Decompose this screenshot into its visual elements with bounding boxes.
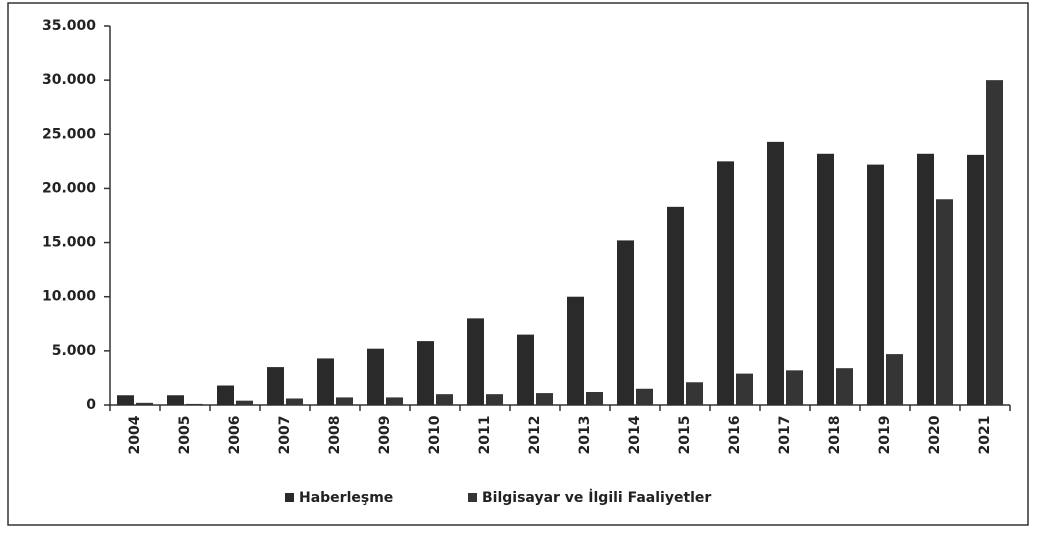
legend-swatch [285,493,294,502]
x-tick-label: 2018 [827,416,843,455]
x-tick-label: 2011 [477,416,493,455]
x-tick-label: 2017 [777,416,793,455]
y-tick-label: 35.000 [42,18,96,34]
y-tick-label: 25.000 [42,126,96,142]
bar [836,368,853,405]
bar [536,393,553,405]
bar [767,141,784,405]
bar [786,370,803,405]
bar [117,395,134,405]
bar [286,398,303,405]
bar [367,348,384,405]
bar [517,334,534,405]
y-tick-label: 5.000 [52,343,97,359]
bar [867,164,884,405]
bar [986,80,1003,406]
bar [817,153,834,405]
bar [967,154,984,405]
bar [486,394,503,405]
bar [617,240,634,405]
bar [917,153,934,405]
x-tick-label: 2012 [527,416,543,455]
y-tick-label: 30.000 [42,72,96,88]
bar [336,397,353,405]
x-tick-label: 2010 [427,415,443,454]
bar [167,395,184,405]
x-tick-label: 2021 [977,416,993,455]
bar [736,373,753,405]
bar [186,403,203,405]
x-tick-label: 2005 [177,416,193,455]
bar [886,354,903,405]
x-tick-label: 2015 [677,416,693,455]
x-tick-label: 2016 [727,416,743,455]
bar [567,296,584,405]
bar [417,341,434,405]
bar [467,318,484,405]
x-tick-label: 2013 [577,416,593,455]
bar [386,397,403,405]
bar [436,394,453,405]
bar [686,382,703,405]
x-tick-label: 2008 [327,416,343,455]
bar [936,199,953,405]
y-tick-label: 0 [86,397,96,413]
legend-label: Haberleşme [299,490,393,506]
bar [636,388,653,405]
x-tick-label: 2007 [277,416,293,455]
x-tick-label: 2004 [127,415,143,454]
legend-label: Bilgisayar ve İlgili Faaliyetler [482,489,711,506]
y-tick-label: 15.000 [42,235,96,251]
bar [236,400,253,405]
bar [667,206,684,405]
bar [586,392,603,405]
x-tick-label: 2006 [227,416,243,455]
x-tick-label: 2020 [927,415,943,454]
bar [717,161,734,405]
bar [217,385,234,405]
x-tick-label: 2019 [877,416,893,455]
frame [7,2,1029,526]
legend-swatch [468,493,477,502]
y-tick-label: 20.000 [42,180,96,196]
bar [136,402,153,405]
y-tick-label: 10.000 [42,289,96,305]
bar [317,358,334,405]
bar [267,367,284,405]
x-tick-label: 2014 [627,415,643,454]
x-tick-label: 2009 [377,416,393,455]
